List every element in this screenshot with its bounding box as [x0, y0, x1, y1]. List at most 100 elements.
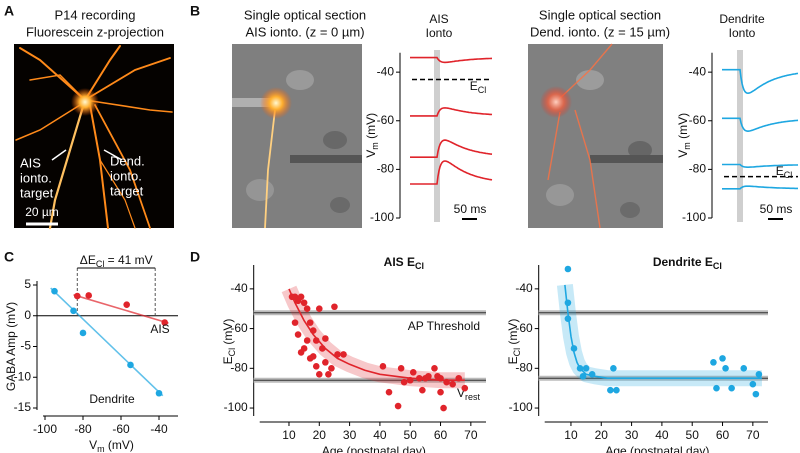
text-part: m — [682, 142, 692, 150]
text-part: m — [97, 444, 105, 453]
text-part: Cl — [478, 85, 487, 95]
text-part: AIS E — [384, 255, 415, 269]
data-point — [312, 337, 320, 344]
text-part: E — [506, 356, 520, 364]
voltage-trace — [410, 160, 493, 185]
data-point — [409, 368, 417, 376]
y-axis-label: GABA Amp (mV) — [4, 302, 18, 391]
data-point — [331, 303, 338, 311]
x-tick-label: 40 — [655, 428, 669, 442]
y-tick-label: 0 — [24, 308, 31, 322]
data-point — [437, 388, 444, 396]
data-point — [379, 363, 387, 370]
series-label: AIS — [150, 322, 169, 336]
data-point — [328, 365, 335, 372]
data-point — [564, 265, 572, 273]
text-part: rest — [465, 393, 481, 403]
data-point — [740, 365, 748, 372]
y-axis-label: Vm (mV) — [676, 113, 692, 158]
series-label: Dendrite — [89, 392, 135, 406]
text-part: Cl — [784, 170, 793, 180]
image-label: Dend. — [110, 153, 145, 168]
data-point — [749, 380, 757, 388]
y-tick-label: -60 — [377, 113, 395, 127]
scale-label: 20 µm — [25, 205, 59, 219]
data-point — [722, 365, 729, 372]
data-point — [431, 365, 438, 372]
data-point — [306, 319, 314, 326]
text-part: V — [364, 150, 378, 158]
data-point — [588, 370, 596, 378]
panel-letter: B — [190, 3, 200, 19]
x-tick-label: 10 — [564, 428, 578, 442]
chart-title: Dendrite ECl — [653, 255, 722, 271]
data-point — [385, 388, 393, 396]
reference-label: AP Threshold — [408, 319, 480, 333]
voltage-trace — [410, 107, 493, 117]
data-point — [416, 374, 423, 382]
voltage-trace — [722, 163, 799, 168]
text-part: Cl — [415, 261, 424, 271]
text-part: Cl — [227, 348, 237, 357]
data-point — [400, 378, 408, 386]
x-axis-label: Age (postnatal day) — [605, 444, 709, 453]
panel-letter: D — [190, 249, 200, 265]
data-point — [309, 353, 317, 360]
ecl-label: ECl — [776, 164, 793, 180]
data-point — [419, 386, 426, 394]
stimulus-label: AIS — [429, 12, 448, 26]
data-point — [294, 331, 302, 338]
x-axis-label: Vm (mV) — [89, 438, 134, 453]
y-tick-label: -80 — [230, 360, 248, 374]
data-point — [315, 370, 323, 378]
voltage-trace — [410, 139, 493, 158]
data-point — [322, 359, 329, 366]
chart-title: AIS ECl — [384, 255, 424, 271]
y-axis-label: Vm (mV) — [364, 113, 380, 158]
data-point — [127, 361, 134, 369]
y-tick-label: -100 — [224, 400, 248, 414]
fit-line — [564, 284, 762, 379]
x-tick-label: 60 — [716, 428, 730, 442]
data-point — [713, 384, 720, 392]
stimulus-label: Dendrite — [719, 12, 765, 26]
data-point — [440, 404, 447, 412]
data-point — [461, 384, 469, 392]
x-tick-label: 30 — [343, 428, 357, 442]
panel-title: Single optical section — [244, 7, 366, 22]
data-point — [315, 305, 323, 313]
y-tick-label: -60 — [689, 113, 707, 127]
y-tick-label: -40 — [377, 64, 395, 78]
fit-line — [73, 294, 169, 324]
y-tick-label: -10 — [14, 369, 32, 383]
x-tick-label: 40 — [373, 428, 387, 442]
data-point — [161, 319, 168, 326]
data-point — [74, 292, 81, 300]
data-point — [70, 307, 77, 315]
data-point — [607, 386, 614, 394]
panel-title: Dend. ionto. (z = 15 µm) — [530, 24, 670, 39]
text-part: Cl — [512, 348, 522, 357]
fluorescence-image — [14, 44, 174, 230]
ecl-label: ECl — [470, 79, 487, 95]
y-tick-label: -40 — [515, 281, 533, 295]
x-tick-label: 60 — [434, 428, 448, 442]
data-point — [303, 305, 311, 313]
data-point — [728, 384, 735, 392]
panel-letter: C — [4, 249, 14, 265]
data-point — [303, 337, 311, 344]
data-point — [613, 386, 620, 394]
data-point — [582, 365, 590, 372]
data-point — [564, 299, 572, 307]
y-tick-label: -40 — [689, 64, 707, 78]
stimulus-bar — [737, 50, 743, 222]
text-part: (mV) — [221, 319, 235, 348]
text-part: Cl — [713, 261, 722, 271]
data-point — [300, 345, 308, 352]
x-tick-label: 70 — [464, 428, 478, 442]
data-point — [564, 315, 572, 322]
text-part: (mV) — [676, 113, 690, 142]
fit-line — [50, 287, 164, 397]
text-part: (mV) — [364, 113, 378, 142]
text-part: E — [221, 356, 235, 364]
